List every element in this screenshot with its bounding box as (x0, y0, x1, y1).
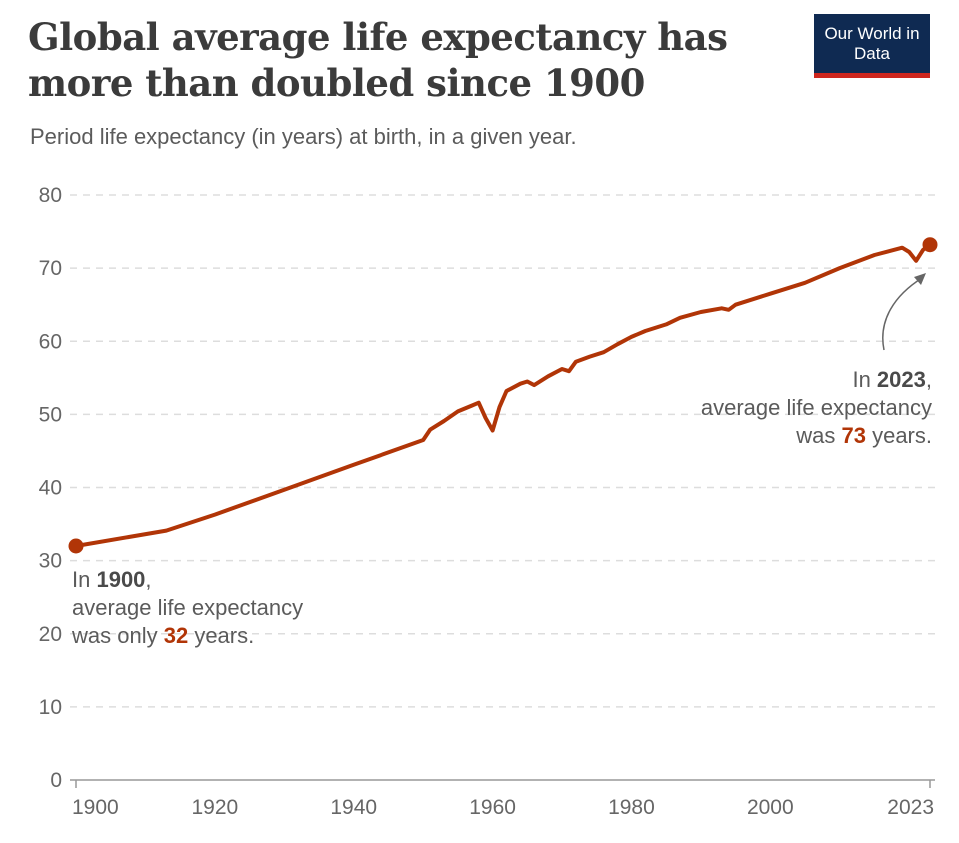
x-tick-label: 1960 (469, 796, 516, 819)
x-tick-label: 1940 (330, 796, 377, 819)
ann-text: In (72, 567, 97, 592)
ann-text: years. (188, 623, 255, 648)
annotation-1900: In 1900, average life expectancy was onl… (72, 567, 304, 648)
x-tick-label: 2023 (887, 796, 934, 819)
chart-title: Global average life expectancy has more … (28, 15, 728, 105)
y-tick-label: 30 (39, 550, 62, 573)
y-tick-label: 80 (39, 184, 62, 207)
ann-text: was only (72, 623, 164, 648)
x-tick-label: 1900 (72, 796, 119, 819)
ann-value: 73 (841, 423, 866, 448)
annotation-arrow (882, 277, 923, 351)
ann-text: average life expectancy (72, 595, 304, 620)
highlight-point (922, 237, 938, 253)
annotation-2023: In 2023, average life expectancy was 73 … (700, 367, 932, 448)
ann-text: was (796, 423, 842, 448)
highlight-point (68, 538, 84, 554)
ann-year: 1900 (96, 567, 146, 592)
y-tick-label: 50 (39, 403, 62, 426)
ann-value: 32 (163, 623, 189, 648)
y-tick-label: 60 (39, 330, 62, 353)
arrow-head-icon (914, 273, 926, 285)
ann-year: 2023 (876, 367, 926, 392)
y-tick-label: 70 (39, 257, 62, 280)
owid-logo[interactable]: Our World in Data (814, 14, 930, 78)
ann-text: average life expectancy (700, 395, 932, 420)
y-tick-label: 0 (50, 769, 62, 792)
y-tick-label: 20 (39, 623, 62, 646)
chart-subtitle: Period life expectancy (in years) at bir… (30, 124, 577, 149)
y-tick-label: 40 (39, 477, 62, 500)
life-expectancy-line (74, 242, 932, 548)
x-tick-label: 1980 (608, 796, 655, 819)
ann-text: In (852, 367, 877, 392)
ann-text: years. (865, 423, 932, 448)
x-tick-label: 1920 (192, 796, 239, 819)
x-tick-label: 2000 (747, 796, 794, 819)
y-tick-label: 10 (39, 696, 62, 719)
